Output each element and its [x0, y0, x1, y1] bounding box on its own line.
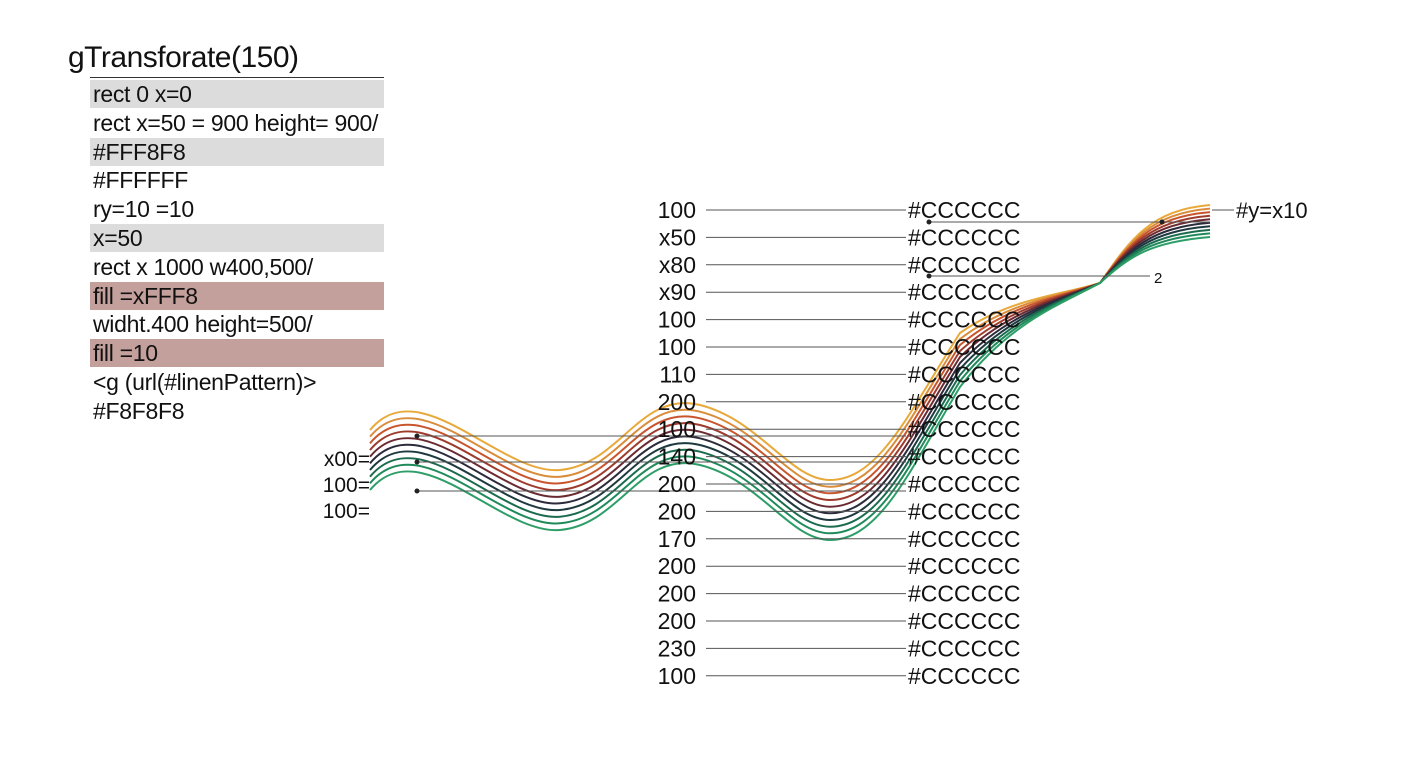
- code-line: rect x=50 = 900 height= 900/: [93, 109, 379, 136]
- row-color-label: #CCCCCC: [908, 471, 1020, 497]
- row-color-label: #CCCCCC: [908, 197, 1020, 223]
- right-labels: #y=x10 2: [1154, 198, 1308, 287]
- row-value: 230: [658, 635, 696, 661]
- row-color-label: #CCCCCC: [908, 526, 1020, 552]
- code-line: ry=10 =10: [93, 196, 194, 223]
- row-value: 200: [658, 389, 696, 415]
- row-leader-lines: [706, 209, 906, 677]
- pointer-dot: [414, 459, 420, 465]
- row-labels: 100 #CCCCCC x50 #CCCCCC x80 #CCCCCC x90 #CCCCCC…: [658, 197, 1021, 689]
- row-value: 200: [658, 608, 696, 634]
- row-value: 200: [658, 471, 696, 497]
- row-color-label: #CCCCCC: [908, 663, 1020, 689]
- row-color-label: #CCCCCC: [908, 224, 1020, 250]
- row-color-label: #CCCCCC: [908, 279, 1020, 305]
- right-label: #y=x10: [1236, 198, 1308, 223]
- row-value: x80: [659, 252, 696, 278]
- callout-dot: [926, 219, 932, 225]
- row-color-label: #CCCCCC: [908, 608, 1020, 634]
- small-label: 2: [1154, 270, 1162, 287]
- row-color-label: #CCCCCC: [908, 389, 1020, 415]
- code-line: <g (url(#linenPattern)>: [93, 369, 317, 395]
- code-line: fill =xFFF8: [90, 281, 384, 310]
- row-value: x90: [659, 279, 696, 305]
- wave-line: [369, 207, 1211, 488]
- callout-dot: [926, 273, 932, 279]
- pointer-dot: [414, 488, 420, 494]
- row-color-label: #CCCCCC: [908, 498, 1020, 524]
- row-color-label: #CCCCCC: [908, 553, 1020, 579]
- panel-title: gTransforate(150): [68, 41, 299, 74]
- row-value: 100: [658, 197, 696, 223]
- code-line: rect x 1000 w400,500/: [93, 253, 314, 280]
- row-color-label: #CCCCCC: [908, 635, 1020, 661]
- row-color-label: #CCCCCC: [908, 581, 1020, 607]
- row-value: x50: [659, 224, 696, 250]
- callout-lines: [414, 209, 1234, 494]
- row-value: 170: [658, 526, 696, 552]
- row-value: 200: [658, 553, 696, 579]
- title-divider: [90, 77, 384, 78]
- code-line: widht.400 height=500/: [93, 311, 313, 338]
- row-value: 110: [659, 361, 696, 387]
- row-value: 200: [658, 581, 696, 607]
- wave-bundle: [369, 204, 1211, 542]
- row-color-label: #CCCCCC: [908, 334, 1020, 360]
- row-color-label: #CCCCCC: [908, 307, 1020, 333]
- row-color-label: #CCCCCC: [908, 416, 1020, 442]
- left-label: 100=: [323, 474, 370, 497]
- code-line: #F8F8F8: [93, 397, 185, 424]
- code-line: #FFF8F8: [90, 137, 384, 166]
- row-value: 100: [658, 334, 696, 360]
- code-line: #FFFFFF: [93, 167, 188, 194]
- row-value: 100: [658, 663, 696, 689]
- row-value: 200: [658, 498, 696, 524]
- code-panel: gTransforate(150) rect 0 x=0 rect x=50 = …: [0, 0, 400, 440]
- pointer-dot: [414, 433, 420, 439]
- row-value: 140: [658, 444, 696, 470]
- left-label: 100=: [323, 500, 370, 523]
- code-line: x=50: [90, 224, 384, 252]
- code-line: fill =10: [90, 339, 384, 368]
- row-color-label: #CCCCCC: [908, 361, 1020, 387]
- row-color-label: #CCCCCC: [908, 444, 1020, 470]
- wave-line: [369, 214, 1211, 502]
- wave-line: [369, 211, 1211, 495]
- row-value: 100: [658, 416, 696, 442]
- row-color-label: #CCCCCC: [908, 252, 1020, 278]
- left-labels: x00= 100= 100=: [323, 448, 370, 523]
- callout-dot: [1159, 219, 1165, 225]
- code-line: rect 0 x=0: [90, 80, 384, 108]
- row-value: 100: [658, 307, 696, 333]
- wave-line: [369, 204, 1211, 482]
- left-label: x00=: [324, 448, 370, 471]
